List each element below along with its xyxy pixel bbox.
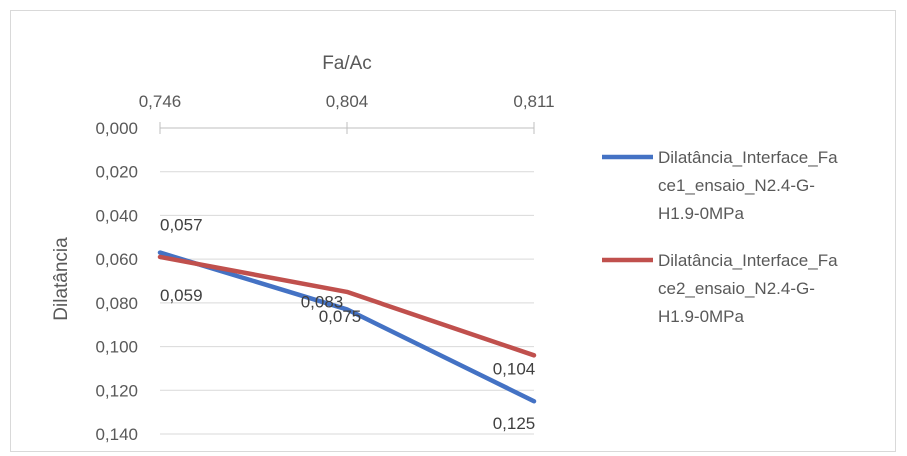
data-label: 0,057 [160, 216, 203, 235]
x-tick-label: 0,746 [139, 92, 182, 111]
y-tick-label: 0,120 [95, 381, 138, 400]
y-tick-label: 0,060 [95, 250, 138, 269]
x-tick-label: 0,804 [326, 92, 369, 111]
y-tick-label: 0,080 [95, 294, 138, 313]
legend-label: H1.9-0MPa [658, 204, 745, 223]
data-labels: 0,057 0,083 0,125 0,059 0,075 0,104 [160, 216, 535, 434]
series-line-2 [157, 254, 537, 358]
legend-label: ce2_ensaio_N2.4-G- [658, 279, 815, 298]
legend-label: H1.9-0MPa [658, 307, 745, 326]
y-tick-label: 0,140 [95, 425, 138, 444]
y-tick-label: 0,100 [95, 338, 138, 357]
y-tick-label: 0,040 [95, 206, 138, 225]
legend-label: Dilatância_Interface_Fa [658, 148, 838, 167]
series-line-1 [157, 250, 537, 404]
y-axis: 0,000 0,020 0,040 0,060 0,080 0,100 0,120 0,140 [95, 119, 138, 444]
y-tick-label: 0,000 [95, 119, 138, 138]
x-axis-title: Fa/Ac [322, 53, 372, 74]
chart-frame [10, 10, 896, 452]
data-label: 0,075 [319, 307, 362, 326]
x-tick-label: 0,811 [513, 92, 554, 111]
x-axis: 0,746 0,804 0,811 [139, 92, 555, 134]
gridlines [160, 127, 534, 435]
legend-label: Dilatância_Interface_Fa [658, 251, 838, 270]
y-axis-title: Dilatância [51, 237, 72, 321]
data-label: 0,125 [493, 414, 536, 433]
data-label: 0,083 [301, 292, 344, 311]
y-tick-label: 0,020 [95, 163, 138, 182]
series-lines [157, 250, 537, 404]
data-label: 0,104 [493, 359, 536, 378]
legend: Dilatância_Interface_Fa ce1_ensaio_N2.4-G… [602, 148, 838, 326]
data-label: 0,059 [160, 286, 203, 305]
legend-label: ce1_ensaio_N2.4-G- [658, 176, 815, 195]
